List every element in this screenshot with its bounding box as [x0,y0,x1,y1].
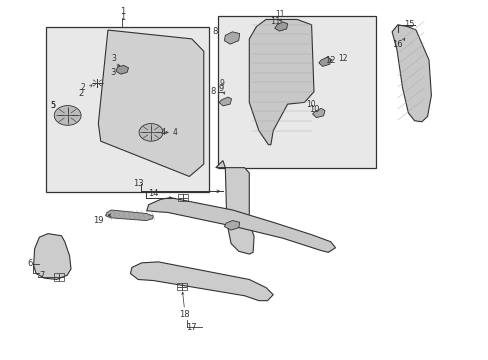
Polygon shape [219,97,231,106]
Text: 5: 5 [50,102,55,111]
Polygon shape [224,221,239,230]
Text: 11: 11 [275,10,285,19]
Text: 17: 17 [186,323,197,332]
Text: 12: 12 [325,55,335,64]
Text: 19: 19 [93,216,103,225]
Text: 11: 11 [270,17,280,26]
Text: 8: 8 [212,27,218,36]
Text: 9: 9 [219,84,224,93]
Text: 18: 18 [179,310,189,319]
Polygon shape [318,57,330,66]
Polygon shape [146,198,335,252]
Polygon shape [224,32,239,44]
Text: 16: 16 [392,40,402,49]
Polygon shape [391,25,430,122]
Bar [177,283,186,291]
Text: 7: 7 [40,271,45,280]
Text: 2: 2 [80,83,85,92]
Polygon shape [98,30,203,176]
Text: 9: 9 [219,79,224,88]
Polygon shape [116,66,128,74]
Text: 10: 10 [305,100,315,109]
Text: 4: 4 [160,128,165,137]
Circle shape [54,105,81,125]
Text: 8: 8 [210,87,215,96]
Bar [218,16,376,168]
Bar [178,194,187,201]
Text: 3: 3 [111,54,116,63]
Bar [45,27,208,192]
Polygon shape [105,210,153,221]
Text: 2: 2 [78,89,83,98]
Text: 4: 4 [172,128,177,137]
Text: 13: 13 [133,179,143,188]
Circle shape [139,123,163,141]
Polygon shape [249,19,313,145]
Polygon shape [312,108,325,118]
Text: 6: 6 [27,260,32,269]
Text: 3: 3 [110,68,115,77]
Text: 10: 10 [308,105,319,114]
Text: 15: 15 [404,20,414,29]
Text: 5: 5 [50,102,55,111]
Text: 14: 14 [148,189,159,198]
Polygon shape [274,22,287,31]
Text: 1: 1 [120,13,124,22]
Polygon shape [130,262,273,301]
Bar [54,273,64,281]
Text: 1: 1 [120,7,124,16]
Text: 12: 12 [337,54,347,63]
Polygon shape [215,161,254,254]
Polygon shape [34,234,71,279]
